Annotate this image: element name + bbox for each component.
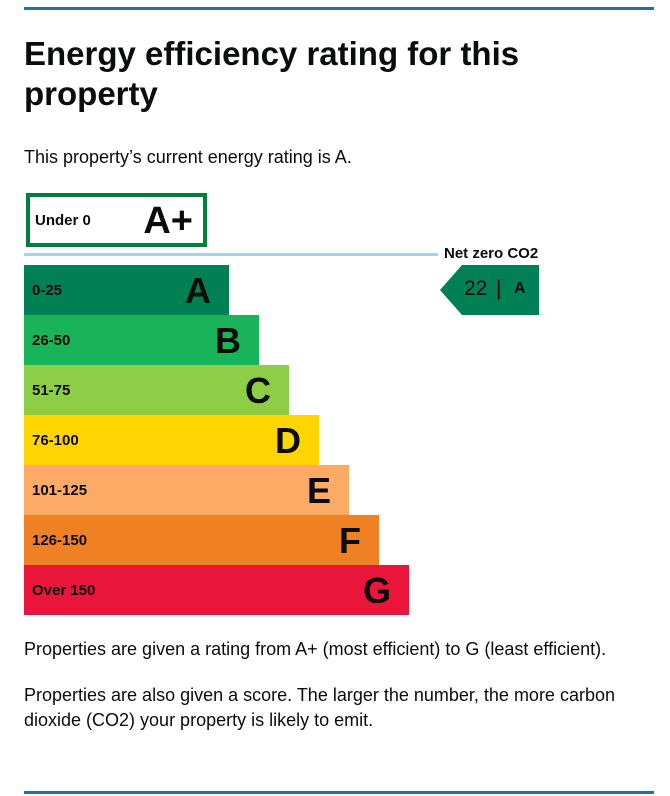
band-range-label: Under 0 xyxy=(35,212,91,229)
arrow-shape xyxy=(440,265,539,315)
band-letter: A xyxy=(185,270,211,311)
rating-band-f: 126-150 F xyxy=(24,515,379,565)
current-rating-arrow: 22 | A xyxy=(440,265,539,315)
band-range-label: 26-50 xyxy=(32,332,71,349)
top-divider xyxy=(24,7,654,10)
band-letter: A+ xyxy=(143,200,193,242)
net-zero-label: Net zero CO2 xyxy=(444,245,539,262)
rating-scale-note: Properties are given a rating from A+ (m… xyxy=(24,639,607,659)
current-score: 22 xyxy=(464,277,488,300)
band-letter: B xyxy=(215,320,241,361)
net-zero-line xyxy=(24,253,438,256)
page-title: Energy efficiency rating for this proper… xyxy=(24,35,520,112)
band-range-label: 126-150 xyxy=(32,532,88,549)
band-range-label: 0-25 xyxy=(32,282,63,299)
score-explanation-note: Properties are also given a score. The l… xyxy=(24,685,615,730)
band-letter: E xyxy=(306,470,331,511)
band-range-label: 76-100 xyxy=(32,432,79,449)
band-letter: D xyxy=(275,420,301,461)
bottom-divider xyxy=(24,791,654,794)
band-range-label: 51-75 xyxy=(32,382,71,399)
rating-band-c: 51-75 C xyxy=(24,365,289,415)
band-range-label: 101-125 xyxy=(32,482,88,499)
rating-band-d: 76-100 D xyxy=(24,415,319,465)
rating-band-a-plus: Under 0 A+ xyxy=(26,193,207,247)
current-letter: A xyxy=(514,280,526,297)
band-letter: C xyxy=(245,370,271,411)
score-separator: | xyxy=(496,277,502,300)
band-letter: G xyxy=(362,570,391,611)
rating-band-e: 101-125 E xyxy=(24,465,349,515)
rating-band-b: 26-50 B xyxy=(24,315,259,365)
rating-band-g: Over 150 G xyxy=(24,565,409,615)
band-letter: F xyxy=(339,520,361,561)
band-range-label: Over 150 xyxy=(32,582,96,599)
rating-band-a: 0-25 A xyxy=(24,265,229,315)
current-rating-text: This property’s current energy rating is… xyxy=(24,147,352,167)
